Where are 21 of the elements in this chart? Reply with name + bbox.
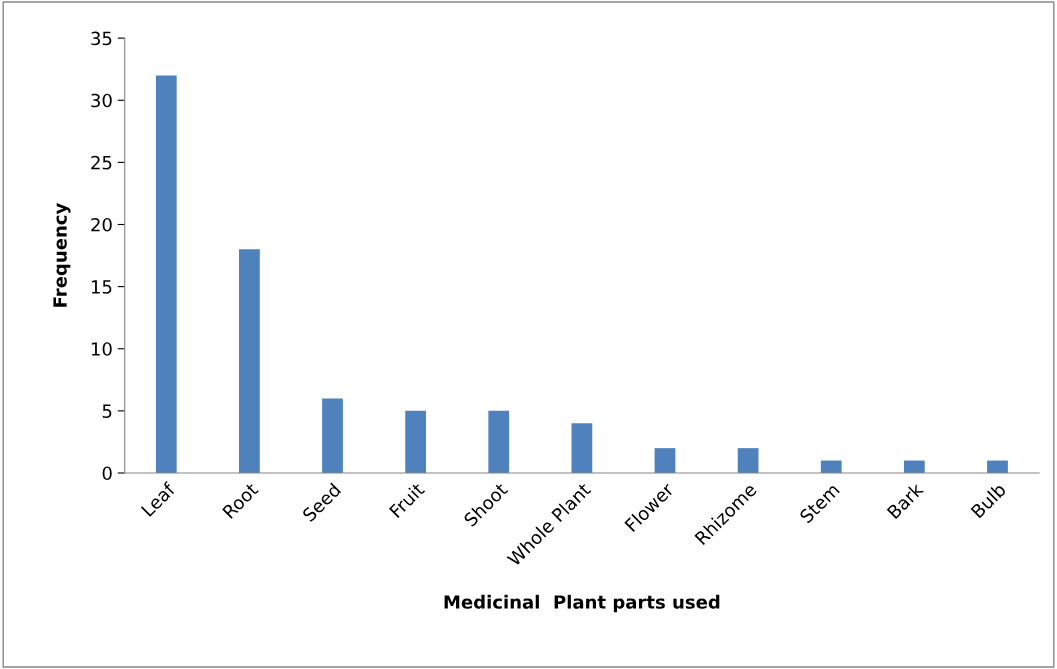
bar [903,460,925,473]
bar [737,448,759,473]
bar [239,249,260,473]
y-tick-label: 35 [91,31,112,46]
y-tick-label: 15 [91,280,112,294]
bar [155,75,177,473]
x-axis-title: Medicinal Plant parts used [444,594,720,613]
bar [322,398,343,473]
bar [987,460,1008,473]
bar [405,410,427,473]
y-axis-title: Frequency [53,203,71,307]
y-tick-label: 10 [91,342,112,356]
bar [820,460,842,473]
y-tick-label: 0 [102,466,112,481]
y-tick-label: 30 [91,93,112,108]
bar [654,448,676,473]
y-tick-label: 5 [102,404,112,418]
bar [488,410,510,473]
y-tick-label: 25 [91,155,112,170]
bar [571,423,593,473]
y-tick-label: 20 [91,217,112,232]
